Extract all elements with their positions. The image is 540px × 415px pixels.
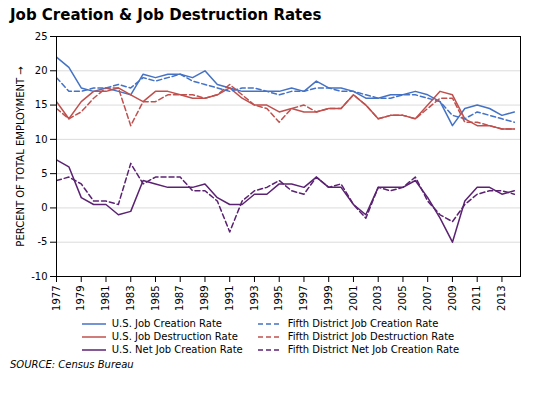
svg-text:1993: 1993 [249, 286, 260, 311]
svg-text:1981: 1981 [100, 286, 111, 311]
svg-text:2013: 2013 [496, 286, 507, 311]
svg-text:10: 10 [35, 134, 48, 145]
html-text:U.S. Net Job Creation Rate: U.S. Net Job Creation Rate [111, 344, 243, 355]
svg-text:1985: 1985 [150, 286, 161, 311]
html-text:SOURCE: Census Bureau: SOURCE: Census Bureau [10, 359, 134, 370]
svg-text:1995: 1995 [273, 286, 284, 311]
svg-text:5: 5 [41, 168, 47, 179]
svg-text:1977: 1977 [51, 286, 62, 311]
svg-text:1983: 1983 [125, 286, 136, 311]
svg-text:1987: 1987 [174, 286, 185, 311]
html-text:Job Creation & Job Destruction: Job Creation & Job Destruction Rates [10, 6, 322, 24]
svg-text:PERCENT OF TOTAL EMPLOYMENT →: PERCENT OF TOTAL EMPLOYMENT → [15, 66, 26, 246]
svg-text:2007: 2007 [422, 286, 433, 311]
svg-text:0: 0 [41, 202, 47, 213]
svg-text:2003: 2003 [372, 286, 383, 311]
svg-text:2011: 2011 [471, 286, 482, 311]
svg-text:1989: 1989 [199, 286, 210, 311]
html-text:Fifth District Job Destruction: Fifth District Job Destruction Rate [287, 331, 455, 342]
svg-text:1999: 1999 [323, 286, 334, 311]
svg-text:15: 15 [35, 99, 48, 110]
svg-text:-5: -5 [38, 236, 48, 247]
html-text:Fifth District Job Creation Ra: Fifth District Job Creation Rate [287, 318, 439, 329]
html-text:Fifth District Net Job Creatio: Fifth District Net Job Creation Rate [287, 344, 460, 355]
html-text:U.S. Job Creation Rate: U.S. Job Creation Rate [111, 318, 222, 329]
svg-text:20: 20 [35, 65, 48, 76]
svg-text:-10: -10 [31, 271, 47, 282]
html-text:U.S. Job Destruction Rate: U.S. Job Destruction Rate [111, 331, 238, 342]
svg-text:2009: 2009 [447, 286, 458, 311]
svg-text:2001: 2001 [348, 286, 359, 311]
svg-text:2005: 2005 [397, 286, 408, 311]
svg-text:25: 25 [35, 31, 48, 42]
svg-text:1997: 1997 [298, 286, 309, 311]
svg-text:1991: 1991 [224, 286, 235, 311]
svg-text:1979: 1979 [75, 286, 86, 311]
